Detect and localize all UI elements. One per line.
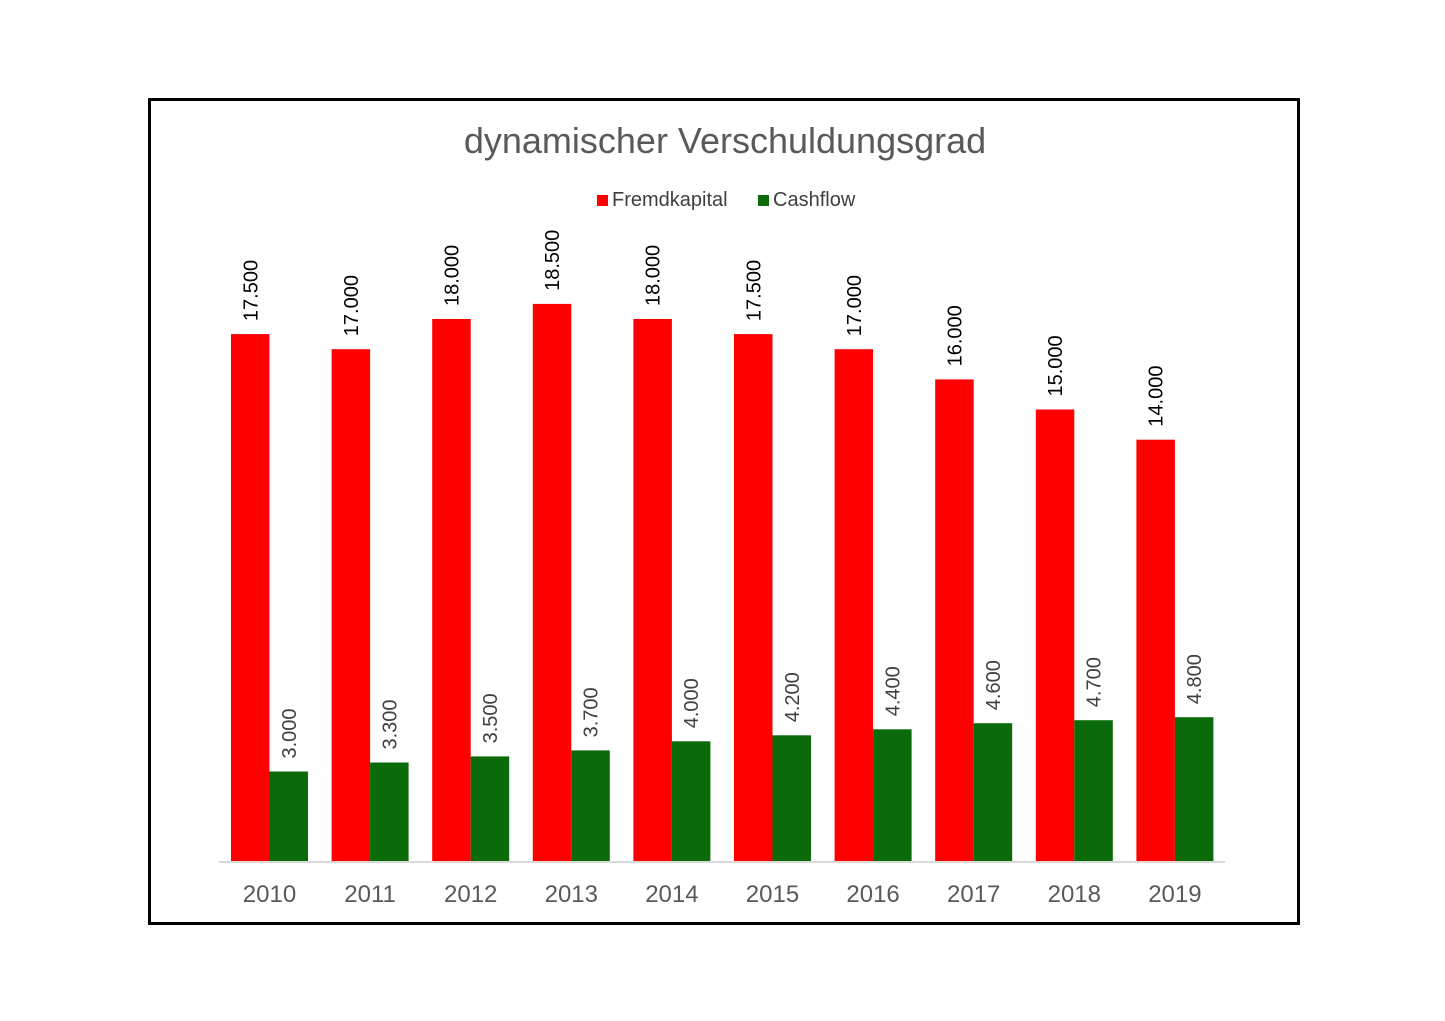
data-label-fremdkapital-2013: 18.500 — [542, 230, 564, 291]
bar-fremdkapital-2011 — [331, 349, 371, 862]
chart-svg: dynamischer Verschuldungsgrad Fremdkapit… — [219, 120, 1225, 908]
bar-fremdkapital-2017 — [935, 379, 974, 862]
data-label-cashflow-2018: 4.700 — [1084, 657, 1106, 707]
data-label-cashflow-2014: 4.000 — [681, 678, 703, 728]
bar-cashflow-2019 — [1174, 717, 1214, 862]
legend-swatch-fremdkapital — [597, 195, 608, 206]
bar-fremdkapital-2015 — [734, 334, 773, 863]
data-label-fremdkapital-2010: 17.500 — [240, 260, 262, 321]
data-label-cashflow-2011: 3.300 — [379, 699, 401, 749]
bars-group — [231, 303, 1214, 863]
bar-cashflow-2013 — [571, 750, 610, 862]
data-label-cashflow-2017: 4.600 — [983, 660, 1005, 710]
bar-cashflow-2017 — [973, 723, 1013, 862]
data-label-fremdkapital-2016: 17.000 — [844, 275, 866, 336]
chart-frame: dynamischer Verschuldungsgrad Fremdkapit… — [148, 98, 1300, 925]
bar-fremdkapital-2019 — [1136, 439, 1175, 862]
data-labels-group: 17.500 3.000 17.000 3.300 18.000 3.500 18.500 3… — [240, 230, 1206, 759]
x-tick-2016: 2016 — [846, 881, 899, 908]
bar-fremdkapital-2013 — [532, 303, 572, 862]
legend: Fremdkapital Cashflow — [597, 189, 856, 211]
x-tick-2019: 2019 — [1148, 881, 1201, 908]
legend-label-fremdkapital: Fremdkapital — [612, 189, 728, 211]
x-tick-2011: 2011 — [344, 881, 396, 908]
data-label-fremdkapital-2014: 18.000 — [643, 245, 665, 306]
data-label-fremdkapital-2015: 17.500 — [743, 260, 765, 321]
data-label-cashflow-2010: 3.000 — [279, 708, 301, 758]
bar-cashflow-2018 — [1074, 720, 1113, 862]
bar-fremdkapital-2010 — [231, 334, 270, 863]
data-label-cashflow-2019: 4.800 — [1184, 654, 1206, 704]
bar-fremdkapital-2012 — [432, 319, 471, 862]
legend-label-cashflow: Cashflow — [773, 189, 856, 211]
chart-title: dynamischer Verschuldungsgrad — [464, 120, 986, 161]
bar-fremdkapital-2018 — [1035, 409, 1075, 862]
bar-cashflow-2012 — [470, 756, 510, 862]
x-tick-2015: 2015 — [746, 881, 799, 908]
data-label-fremdkapital-2011: 17.000 — [341, 275, 363, 336]
x-tick-2013: 2013 — [545, 881, 598, 908]
legend-swatch-cashflow — [758, 195, 769, 206]
data-label-cashflow-2016: 4.400 — [882, 666, 904, 716]
x-tick-2017: 2017 — [947, 881, 1000, 908]
data-label-fremdkapital-2017: 16.000 — [944, 305, 966, 366]
bar-cashflow-2016 — [873, 729, 912, 862]
bar-cashflow-2014 — [671, 741, 711, 862]
bar-cashflow-2010 — [269, 771, 308, 862]
bar-fremdkapital-2016 — [834, 349, 874, 862]
data-label-cashflow-2015: 4.200 — [782, 672, 804, 722]
bar-fremdkapital-2014 — [633, 319, 672, 862]
x-tick-labels: 2010 2011 2012 2013 2014 2015 2016 2017 2018 2019 — [243, 881, 1202, 908]
data-label-fremdkapital-2012: 18.000 — [441, 245, 463, 306]
x-tick-2010: 2010 — [243, 881, 296, 908]
x-tick-2014: 2014 — [645, 881, 698, 908]
x-tick-2018: 2018 — [1048, 881, 1101, 908]
data-label-cashflow-2012: 3.500 — [480, 693, 502, 743]
x-tick-2012: 2012 — [444, 881, 497, 908]
data-label-fremdkapital-2019: 14.000 — [1146, 366, 1168, 427]
bar-cashflow-2015 — [772, 735, 811, 862]
data-label-cashflow-2013: 3.700 — [581, 687, 603, 737]
bar-cashflow-2011 — [370, 762, 409, 862]
data-label-fremdkapital-2018: 15.000 — [1045, 335, 1067, 396]
